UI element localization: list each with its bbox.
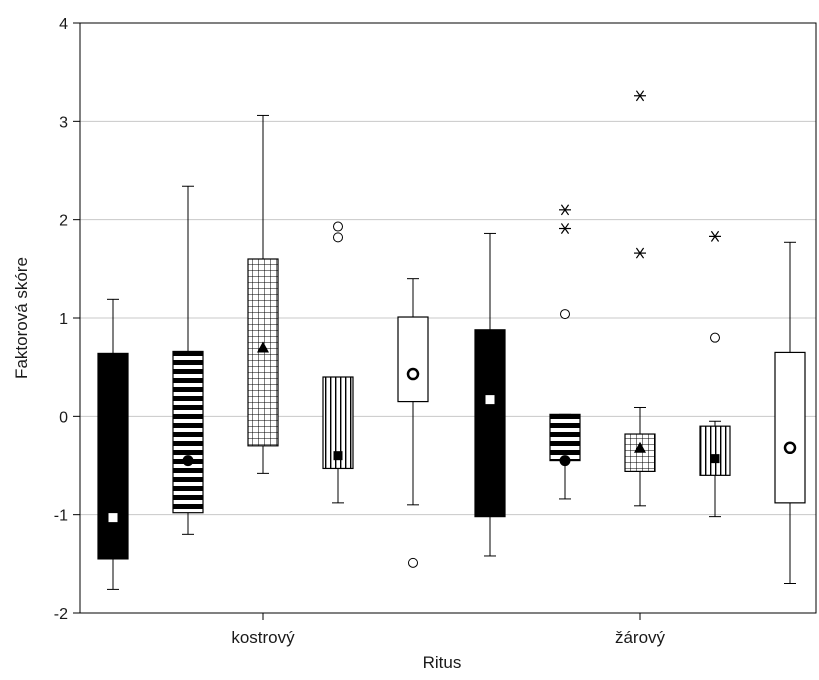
- outlier: [560, 309, 570, 320]
- box: [699, 425, 731, 476]
- x-tick-label: kostrový: [231, 628, 295, 647]
- extreme-marker: [634, 247, 646, 259]
- extreme-stroke: [635, 247, 645, 259]
- plot-frame: [79, 22, 817, 614]
- median-marker: [108, 513, 118, 523]
- y-tick-label: 2: [59, 213, 68, 230]
- median-marker: [634, 441, 646, 453]
- median-marker: [559, 455, 571, 467]
- outlier: [710, 332, 720, 343]
- box: [172, 350, 204, 514]
- box: [774, 351, 806, 504]
- axes: -2 -1 0 1 2 3 4 kostrový žárový: [54, 16, 817, 647]
- extreme-marker: [559, 204, 571, 216]
- median-marker: [333, 451, 343, 461]
- outlier: [408, 557, 418, 568]
- median-marker: [406, 367, 420, 381]
- outlier: [333, 221, 343, 232]
- x-axis-label: Ritus: [423, 653, 462, 672]
- box: [97, 352, 129, 560]
- box: [474, 329, 506, 518]
- extreme-stroke: [560, 204, 570, 216]
- box: [549, 413, 581, 462]
- y-tick-label: -2: [54, 606, 68, 623]
- boxes: [97, 90, 806, 590]
- median-marker: [257, 341, 269, 353]
- extreme-stroke: [560, 223, 570, 234]
- median-marker: [485, 395, 495, 405]
- outlier: [333, 232, 343, 243]
- median-marker: [182, 455, 194, 467]
- extreme-marker: [709, 230, 721, 242]
- x-tick-label: žárový: [615, 628, 666, 647]
- y-tick-label: 4: [59, 16, 68, 33]
- box: [397, 316, 429, 403]
- median-marker: [783, 441, 797, 455]
- y-tick-label: 3: [59, 114, 68, 131]
- extreme-stroke: [635, 90, 645, 102]
- extreme-marker: [634, 90, 646, 102]
- y-axis-label: Faktorová skóre: [12, 257, 31, 379]
- extreme-marker: [559, 223, 571, 234]
- y-tick-label: -1: [54, 508, 68, 525]
- extreme-stroke: [710, 230, 720, 242]
- y-tick-label: 0: [59, 409, 68, 426]
- median-marker: [710, 454, 720, 464]
- y-tick-label: 1: [59, 311, 68, 328]
